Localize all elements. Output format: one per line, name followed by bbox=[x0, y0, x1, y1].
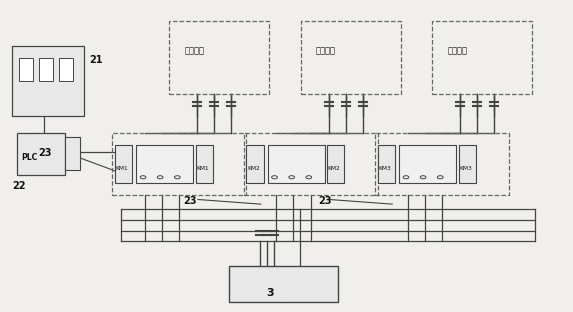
Text: KM2: KM2 bbox=[247, 166, 260, 171]
Bar bbox=[378, 144, 395, 183]
Bar bbox=[399, 144, 456, 183]
Text: 21: 21 bbox=[89, 55, 103, 65]
Text: 3: 3 bbox=[266, 288, 274, 298]
Bar bbox=[17, 133, 65, 175]
Bar bbox=[246, 144, 264, 183]
Bar bbox=[327, 144, 344, 183]
Bar bbox=[229, 266, 338, 302]
Bar bbox=[375, 133, 509, 195]
Text: 伺服模块: 伺服模块 bbox=[185, 47, 205, 56]
Text: KM1: KM1 bbox=[196, 166, 209, 171]
Text: 伺服模块: 伺服模块 bbox=[448, 47, 467, 56]
Text: 23: 23 bbox=[318, 196, 331, 206]
Text: 23: 23 bbox=[38, 148, 52, 158]
Bar bbox=[268, 144, 325, 183]
Bar bbox=[39, 58, 53, 81]
Bar bbox=[458, 144, 476, 183]
Bar bbox=[169, 21, 269, 94]
Bar bbox=[12, 46, 84, 116]
Bar bbox=[65, 137, 80, 170]
Bar bbox=[195, 144, 213, 183]
Text: KM3: KM3 bbox=[379, 166, 391, 171]
Text: KM1: KM1 bbox=[116, 166, 128, 171]
Text: 22: 22 bbox=[12, 181, 26, 191]
Text: KM2: KM2 bbox=[328, 166, 340, 171]
Bar bbox=[115, 144, 132, 183]
Text: 伺服模块: 伺服模块 bbox=[316, 47, 336, 56]
Bar bbox=[112, 133, 246, 195]
Bar bbox=[301, 21, 401, 94]
Bar bbox=[136, 144, 193, 183]
Text: KM3: KM3 bbox=[459, 166, 472, 171]
Bar bbox=[19, 58, 33, 81]
Bar bbox=[59, 58, 73, 81]
Text: 23: 23 bbox=[183, 196, 197, 206]
Bar bbox=[432, 21, 532, 94]
Bar bbox=[244, 133, 378, 195]
Text: PLC: PLC bbox=[21, 153, 37, 162]
